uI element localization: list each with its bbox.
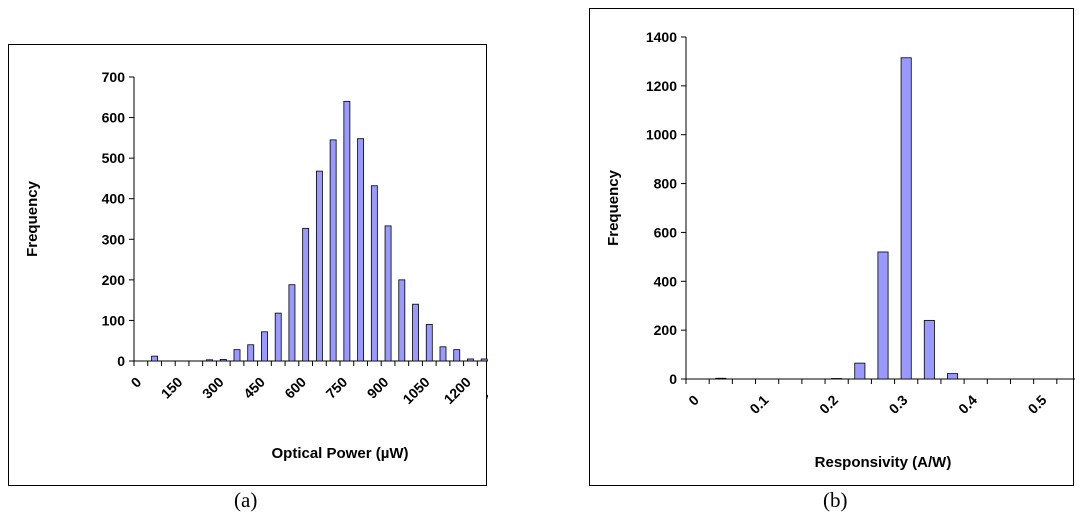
histogram-bar	[247, 344, 255, 362]
histogram-bar	[398, 279, 406, 362]
x-tick-label: 0.5	[1025, 392, 1050, 417]
x-tick-label: 0	[685, 392, 702, 409]
x-tick-label: 150	[158, 374, 186, 402]
histogram-bar	[467, 358, 474, 362]
x-tick-label: 0.3	[886, 392, 911, 417]
histogram-bar	[315, 170, 323, 362]
histogram-bar	[923, 319, 935, 380]
chart-panel-a: 0 100 200 300 400 500 600 700 0 150 300 450 600 750 90…	[8, 44, 488, 486]
caption-a: (a)	[234, 488, 258, 512]
responsivity-histogram: 0 200 400 600 800 1000 1200 1400 0 0.1 0.2 0.3 0.4 0.…	[605, 29, 1075, 471]
x-axis-title: Responsivity (A/W)	[815, 454, 952, 471]
x-tick-label: 0	[128, 374, 145, 391]
y-tick-label: 1400	[646, 29, 677, 45]
y-tick-label: 600	[654, 224, 678, 240]
y-tick-label: 400	[102, 191, 126, 207]
histogram-bar	[288, 284, 296, 362]
caption-b: (b)	[823, 488, 848, 512]
y-tick-label: 700	[102, 69, 126, 85]
histogram-bar	[480, 358, 488, 362]
histogram-bar	[439, 346, 447, 362]
histogram-bar	[412, 303, 419, 362]
x-axis-title: Optical Power (µW)	[272, 445, 409, 462]
histogram-bar	[947, 373, 959, 380]
histogram-bar	[370, 185, 378, 362]
x-tick-label: 0.2	[816, 392, 841, 417]
y-tick-label: 200	[102, 272, 126, 288]
x-tick-label: 1350	[482, 374, 488, 407]
y-tick-label: 300	[102, 231, 126, 247]
x-tick-label: 300	[199, 374, 227, 402]
y-tick-label: 800	[654, 176, 678, 192]
x-tick-label: 750	[323, 374, 351, 402]
histogram-bar	[877, 251, 889, 380]
y-tick-label: 500	[102, 150, 126, 166]
histogram-bar	[329, 139, 337, 362]
x-tick-label: 450	[240, 374, 268, 402]
histogram-bar	[261, 331, 268, 362]
optical-power-histogram: 0 100 200 300 400 500 600 700 0 150 300 450 600 750 90…	[24, 69, 488, 462]
histogram-bar	[219, 358, 227, 362]
histogram-bar	[384, 225, 392, 362]
y-axis-title: Frequency	[605, 169, 622, 246]
y-tick-label: 1200	[646, 78, 677, 94]
histogram-bar	[233, 349, 241, 362]
y-tick-label: 400	[654, 273, 678, 289]
histogram-bar	[425, 324, 433, 362]
x-tick-label: 900	[364, 374, 392, 402]
histogram-bar	[302, 227, 310, 362]
y-axis-title: Frequency	[24, 180, 41, 257]
histogram-bar	[151, 355, 159, 362]
histogram-bar	[453, 349, 461, 362]
histogram-bar	[854, 362, 866, 380]
x-tick-label: 1200	[441, 374, 474, 407]
histogram-bar	[900, 57, 912, 380]
x-tick-label: 0.4	[955, 392, 980, 417]
x-tick-label: 0.1	[746, 392, 771, 417]
x-tick-label: 1050	[399, 374, 432, 407]
y-tick-label: 0	[669, 371, 677, 387]
histogram-bar	[357, 138, 365, 362]
x-tick-label: 600	[281, 374, 309, 402]
chart-panel-b: 0 200 400 600 800 1000 1200 1400 0 0.1 0.2 0.3 0.4 0.…	[589, 8, 1075, 486]
y-tick-label: 100	[102, 312, 126, 328]
y-tick-label: 600	[102, 110, 126, 126]
histogram-bar	[715, 377, 727, 380]
y-tick-label: 0	[117, 353, 125, 369]
y-tick-label: 200	[654, 322, 678, 338]
histogram-bar	[274, 312, 282, 362]
y-tick-label: 1000	[646, 127, 677, 143]
histogram-bar	[206, 359, 213, 362]
histogram-bar	[343, 100, 351, 362]
